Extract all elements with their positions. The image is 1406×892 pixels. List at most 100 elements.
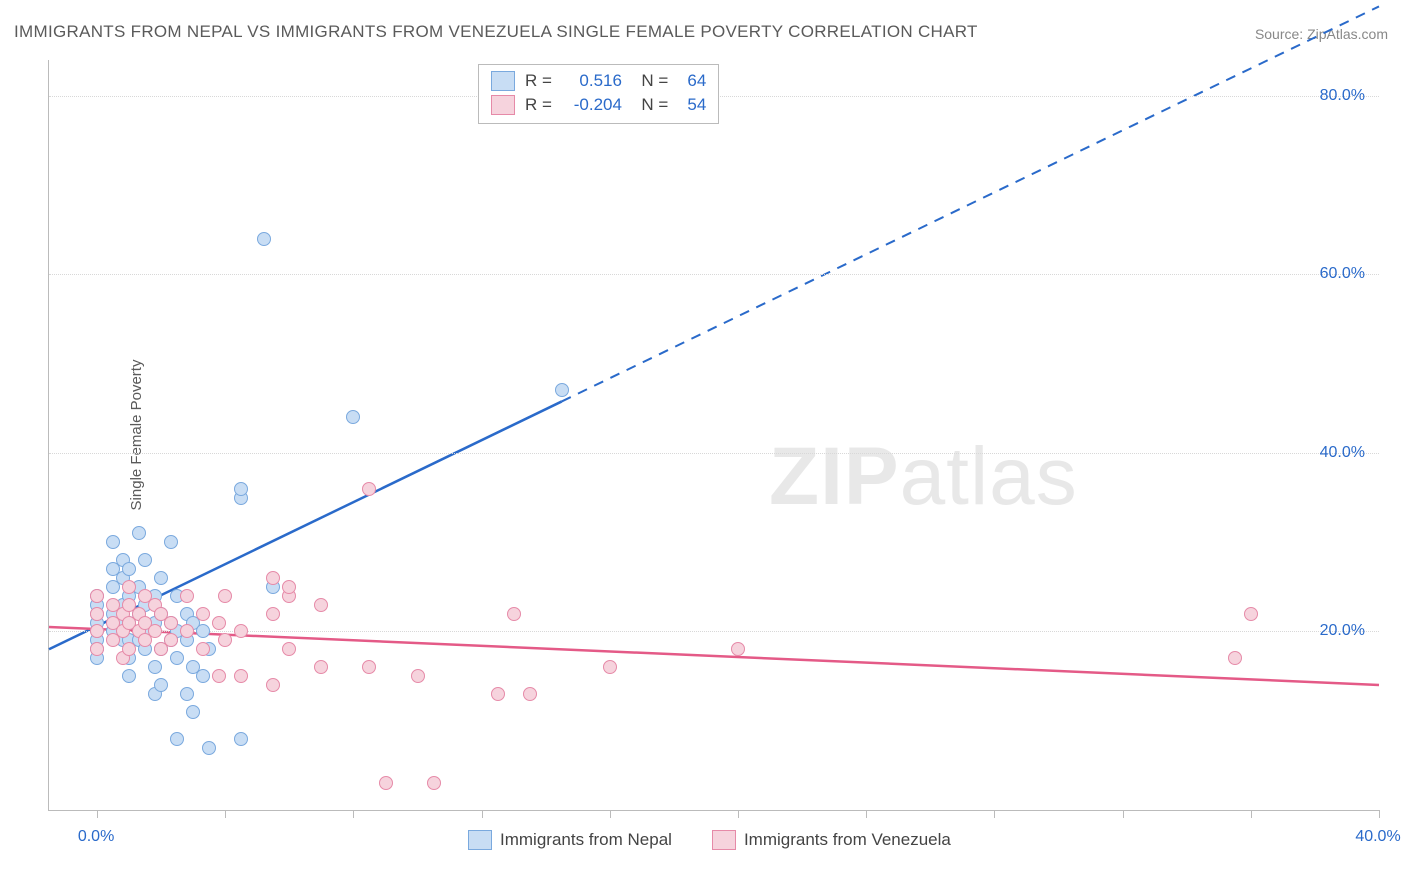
data-point-venezuela <box>362 482 376 496</box>
x-tick <box>482 810 483 818</box>
data-point-nepal <box>154 678 168 692</box>
x-tick <box>610 810 611 818</box>
legend-r-value-venezuela: -0.204 <box>562 95 622 115</box>
x-tick <box>225 810 226 818</box>
legend-swatch-nepal <box>468 830 492 850</box>
data-point-venezuela <box>362 660 376 674</box>
data-point-venezuela <box>196 607 210 621</box>
data-point-nepal <box>234 482 248 496</box>
data-point-venezuela <box>1244 607 1258 621</box>
legend-stats-row-nepal: R = 0.516 N = 64 <box>491 69 706 93</box>
legend-swatch-venezuela <box>491 95 515 115</box>
x-tick <box>1123 810 1124 818</box>
data-point-nepal <box>154 571 168 585</box>
data-point-venezuela <box>90 624 104 638</box>
chart-title: IMMIGRANTS FROM NEPAL VS IMMIGRANTS FROM… <box>14 22 978 42</box>
regression-lines <box>49 60 1379 810</box>
data-point-venezuela <box>218 633 232 647</box>
data-point-venezuela <box>411 669 425 683</box>
legend-r-value-nepal: 0.516 <box>562 71 622 91</box>
source-label: Source: ZipAtlas.com <box>1255 26 1388 42</box>
data-point-venezuela <box>491 687 505 701</box>
data-point-venezuela <box>90 589 104 603</box>
legend-r-label: R = <box>525 71 552 91</box>
x-tick <box>994 810 995 818</box>
data-point-nepal <box>257 232 271 246</box>
data-point-venezuela <box>507 607 521 621</box>
x-tick <box>97 810 98 818</box>
y-tick-label: 60.0% <box>1320 265 1365 283</box>
data-point-venezuela <box>148 624 162 638</box>
data-point-venezuela <box>212 616 226 630</box>
x-tick <box>738 810 739 818</box>
data-point-venezuela <box>603 660 617 674</box>
data-point-venezuela <box>282 642 296 656</box>
gridline <box>49 631 1379 632</box>
gridline <box>49 274 1379 275</box>
legend-n-value-venezuela: 54 <box>678 95 706 115</box>
legend-label-nepal: Immigrants from Nepal <box>500 830 672 850</box>
data-point-nepal <box>164 535 178 549</box>
data-point-nepal <box>202 741 216 755</box>
data-point-venezuela <box>314 598 328 612</box>
data-point-nepal <box>180 687 194 701</box>
data-point-nepal <box>132 526 146 540</box>
legend-n-value-nepal: 64 <box>678 71 706 91</box>
data-point-nepal <box>122 562 136 576</box>
data-point-venezuela <box>122 580 136 594</box>
data-point-venezuela <box>427 776 441 790</box>
data-point-venezuela <box>90 642 104 656</box>
legend-swatch-nepal <box>491 71 515 91</box>
data-point-venezuela <box>218 589 232 603</box>
data-point-nepal <box>122 669 136 683</box>
y-tick-label: 40.0% <box>1320 444 1365 462</box>
data-point-nepal <box>346 410 360 424</box>
legend-stats: R = 0.516 N = 64 R = -0.204 N = 54 <box>478 64 719 124</box>
data-point-venezuela <box>266 678 280 692</box>
x-tick <box>1379 810 1380 818</box>
legend-n-label: N = <box>632 95 668 115</box>
legend-item-nepal: Immigrants from Nepal <box>468 830 672 850</box>
data-point-venezuela <box>122 642 136 656</box>
gridline <box>49 453 1379 454</box>
data-point-venezuela <box>266 607 280 621</box>
data-point-venezuela <box>180 624 194 638</box>
data-point-venezuela <box>164 633 178 647</box>
data-point-venezuela <box>164 616 178 630</box>
legend-series: Immigrants from Nepal Immigrants from Ven… <box>468 830 951 850</box>
data-point-nepal <box>196 624 210 638</box>
y-tick-label: 80.0% <box>1320 87 1365 105</box>
x-tick-label: 0.0% <box>78 828 114 846</box>
data-point-venezuela <box>282 580 296 594</box>
y-tick-label: 20.0% <box>1320 622 1365 640</box>
data-point-venezuela <box>731 642 745 656</box>
plot-area: Single Female Poverty ZIPatlas 20.0%40.0… <box>48 60 1379 811</box>
x-tick <box>866 810 867 818</box>
data-point-nepal <box>170 651 184 665</box>
regression-line-venezuela <box>49 627 1379 685</box>
data-point-nepal <box>170 732 184 746</box>
data-point-nepal <box>138 553 152 567</box>
x-tick-label: 40.0% <box>1355 828 1400 846</box>
data-point-venezuela <box>234 624 248 638</box>
data-point-venezuela <box>180 589 194 603</box>
data-point-venezuela <box>266 571 280 585</box>
data-point-nepal <box>196 669 210 683</box>
legend-r-label: R = <box>525 95 552 115</box>
data-point-venezuela <box>234 669 248 683</box>
legend-item-venezuela: Immigrants from Venezuela <box>712 830 951 850</box>
data-point-venezuela <box>1228 651 1242 665</box>
legend-n-label: N = <box>632 71 668 91</box>
data-point-venezuela <box>212 669 226 683</box>
legend-swatch-venezuela <box>712 830 736 850</box>
legend-label-venezuela: Immigrants from Venezuela <box>744 830 951 850</box>
data-point-venezuela <box>314 660 328 674</box>
data-point-nepal <box>106 535 120 549</box>
data-point-nepal <box>186 705 200 719</box>
data-point-nepal <box>555 383 569 397</box>
data-point-nepal <box>148 660 162 674</box>
data-point-venezuela <box>379 776 393 790</box>
data-point-venezuela <box>90 607 104 621</box>
x-tick <box>353 810 354 818</box>
legend-stats-row-venezuela: R = -0.204 N = 54 <box>491 93 706 117</box>
